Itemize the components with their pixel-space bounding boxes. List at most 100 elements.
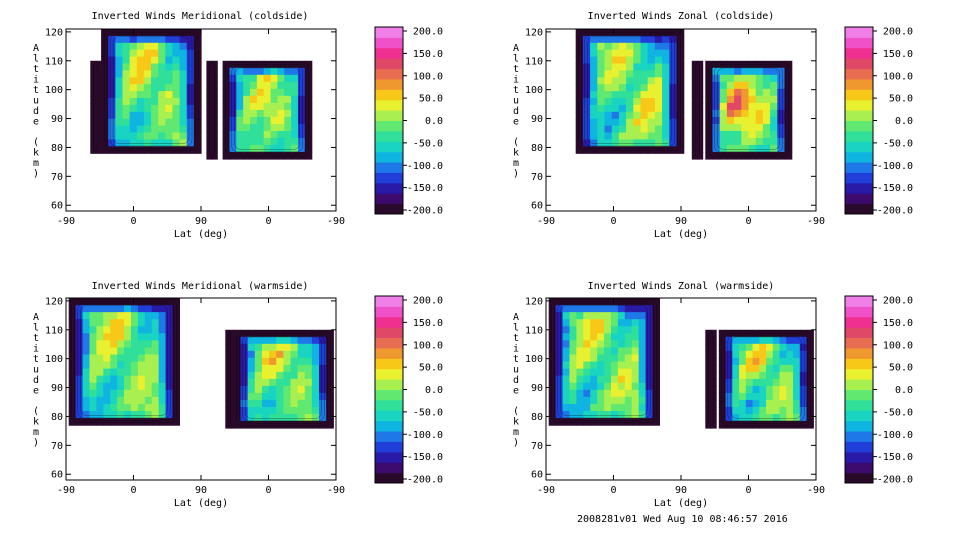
x-tick-label: 0: [610, 485, 616, 496]
colorbar-segment: [845, 47, 873, 59]
y-tick-label: 70: [531, 441, 543, 452]
x-tick-label: 0: [610, 216, 616, 227]
colorbar-segment: [845, 130, 873, 142]
colorbar-segment: [375, 306, 403, 318]
colorbar-segment: [845, 451, 873, 463]
colorbar-segment: [845, 172, 873, 184]
colorbar-segment: [375, 431, 403, 442]
colorbar-segment: [375, 368, 403, 380]
colorbar-tick-label: -150.0: [877, 183, 913, 194]
chart-title: Inverted Winds Zonal (warmside): [588, 281, 775, 292]
colorbar-tick-label: 50.0: [419, 94, 443, 105]
colorbar-tick-label: 150.0: [883, 49, 913, 60]
colorbar-segment: [845, 462, 873, 474]
colorbar-segment: [845, 420, 873, 432]
colorbar-segment: [845, 162, 873, 173]
chart-title: Inverted Winds Meridional (warmside): [92, 281, 309, 292]
colorbar-segment: [845, 182, 873, 194]
colorbar-tick-label: 100.0: [413, 340, 443, 351]
y-tick-label: 90: [51, 114, 63, 125]
colorbar-segment: [375, 327, 403, 339]
colorbar-segment: [375, 451, 403, 463]
chart-panel-3: Inverted Winds Meridional (warmside) -90 0…: [33, 281, 443, 509]
colorbar-segment: [845, 68, 873, 80]
colorbar-segment: [375, 399, 403, 411]
colorbar-segment: [375, 389, 403, 401]
colorbar-segment: [375, 193, 403, 205]
colorbar-tick-label: 0.0: [425, 116, 443, 127]
colorbar-segment: [845, 347, 873, 359]
colorbar-tick-label: -50.0: [413, 407, 443, 418]
colorbar-segment: [845, 368, 873, 380]
y-tick-label: 100: [45, 85, 63, 96]
colorbar-tick-label: -200.0: [407, 206, 443, 217]
colorbar-segment: [375, 347, 403, 359]
colorbar-segment: [845, 441, 873, 453]
colorbar-segment: [375, 203, 403, 215]
y-tick-label: 80: [51, 143, 63, 154]
colorbar-segment: [375, 379, 403, 390]
colorbar-segment: [845, 431, 873, 442]
colorbar-segment: [845, 358, 873, 370]
y-tick-label: 110: [525, 56, 543, 67]
x-tick-label: -90: [327, 216, 345, 227]
colorbar-segment: [845, 472, 873, 484]
colorbar-tick-label: -50.0: [413, 138, 443, 149]
colorbar-segment: [845, 410, 873, 422]
colorbar: 200.0 150.0 100.0 50.0 0.0 -50.0 -100.0 -150.0 -…: [844, 26, 913, 217]
colorbar-segment: [845, 27, 873, 38]
colorbar-tick-label: 50.0: [889, 94, 913, 105]
colorbar-segment: [375, 296, 403, 307]
chart-panel-1: Inverted Winds Meridional (coldside) -90 0…: [33, 11, 443, 240]
colorbar-tick-label: -150.0: [407, 452, 443, 463]
colorbar-segment: [845, 316, 873, 328]
chart-panel-2: Inverted Winds Zonal (coldside) -90 0 90 0 -9…: [513, 11, 913, 240]
colorbar-segment: [845, 110, 873, 121]
colorbar-tick-label: -100.0: [877, 430, 913, 441]
heatmap-field: [575, 29, 793, 160]
colorbar-segment: [845, 337, 873, 349]
colorbar-segment: [375, 99, 403, 111]
y-tick-label: 110: [45, 56, 63, 67]
colorbar-segment: [375, 141, 403, 153]
colorbar-tick-label: 150.0: [883, 318, 913, 329]
x-tick-label: 0: [745, 216, 751, 227]
y-tick-label: 80: [531, 412, 543, 423]
colorbar-tick-label: 50.0: [889, 363, 913, 374]
y-tick-label: 90: [51, 383, 63, 394]
colorbar-tick-label: 100.0: [883, 71, 913, 82]
x-tick-label: -90: [537, 485, 555, 496]
colorbar-segment: [845, 379, 873, 390]
y-tick-label: 120: [45, 27, 63, 38]
colorbar-segment: [845, 296, 873, 307]
y-tick-label: 100: [45, 354, 63, 365]
colorbar-segment: [375, 58, 403, 70]
colorbar-segment: [845, 203, 873, 215]
x-tick-label: -90: [807, 485, 825, 496]
colorbar-tick-label: -150.0: [877, 452, 913, 463]
colorbar-tick-label: -100.0: [877, 161, 913, 172]
colorbar-segment: [375, 182, 403, 194]
colorbar-segment: [845, 89, 873, 101]
colorbar-segment: [375, 172, 403, 184]
colorbar-tick-label: -150.0: [407, 183, 443, 194]
colorbar-segment: [375, 441, 403, 453]
y-tick-label: 60: [51, 470, 63, 481]
x-tick-label: -90: [57, 216, 75, 227]
colorbar-segment: [375, 462, 403, 474]
colorbar-tick-label: 150.0: [413, 49, 443, 60]
x-tick-label: 0: [130, 485, 136, 496]
colorbar-segment: [845, 120, 873, 132]
colorbar-segment: [375, 89, 403, 101]
chart-panel-4: Inverted Winds Zonal (warmside) -90 0 90 0 -9…: [513, 281, 913, 509]
y-tick-label: 80: [531, 143, 543, 154]
colorbar-tick-label: 50.0: [419, 363, 443, 374]
colorbar-segment: [375, 27, 403, 38]
colorbar-segment: [375, 420, 403, 432]
y-tick-label: 70: [51, 172, 63, 183]
colorbar-tick-label: -100.0: [407, 430, 443, 441]
colorbar-segment: [845, 327, 873, 339]
colorbar-tick-label: -50.0: [883, 407, 913, 418]
heatmap-field: [90, 29, 313, 160]
